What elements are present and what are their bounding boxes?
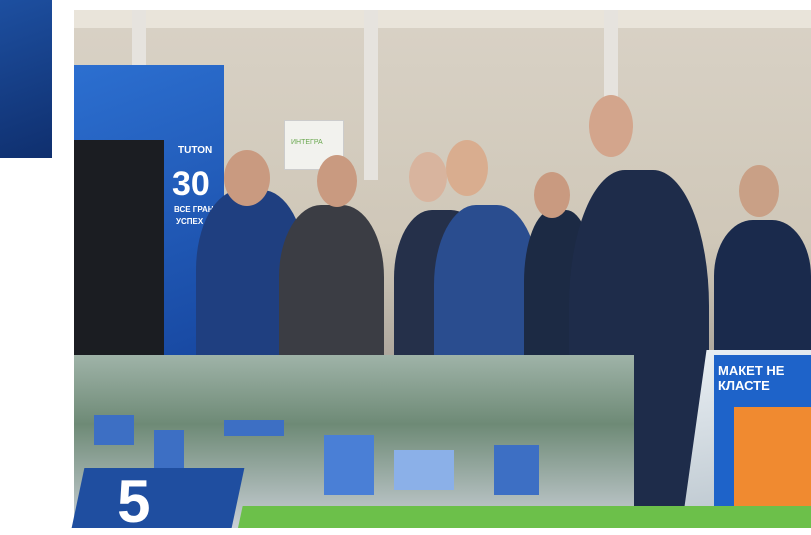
- stand-line1: МАКЕТ НЕ: [718, 363, 785, 378]
- person-head: [589, 95, 633, 157]
- model-building: [494, 445, 539, 495]
- model-building: [394, 450, 454, 490]
- stand-orange-panel: [734, 407, 811, 515]
- stand-sign: МАКЕТ НЕ КЛАСТЕ: [714, 355, 811, 515]
- decorative-blue-panel: [0, 0, 52, 158]
- person-head: [224, 150, 270, 206]
- green-accent-bar: [238, 506, 811, 528]
- model-building: [94, 415, 134, 445]
- chapter-badge: 5: [71, 468, 245, 535]
- model-building: [154, 430, 184, 470]
- booth-screen: [74, 140, 164, 355]
- person-head: [317, 155, 357, 207]
- exhibition-photo: TUTON 30 ВСЕ ГРАНИ УСПЕХ ИНТЕГРА МАКЕТ Н…: [74, 10, 811, 528]
- model-building: [324, 435, 374, 495]
- chapter-number: 5: [117, 468, 151, 535]
- model-building: [224, 420, 284, 436]
- booth-line2: УСПЕХ: [176, 217, 204, 226]
- stand-line2: КЛАСТЕ: [718, 378, 770, 393]
- booth-logo: TUTON: [178, 145, 213, 156]
- person-head: [739, 165, 779, 217]
- person: [714, 220, 811, 360]
- person-head: [409, 152, 447, 202]
- sign-text: ИНТЕГРА: [291, 139, 323, 146]
- booth-number: 30: [172, 165, 210, 203]
- ceiling: [74, 10, 811, 28]
- person-head: [446, 140, 488, 196]
- pillar: [604, 10, 618, 100]
- booth-line1: ВСЕ ГРАНИ: [174, 205, 220, 214]
- pillar: [364, 10, 378, 180]
- person-head: [534, 172, 570, 218]
